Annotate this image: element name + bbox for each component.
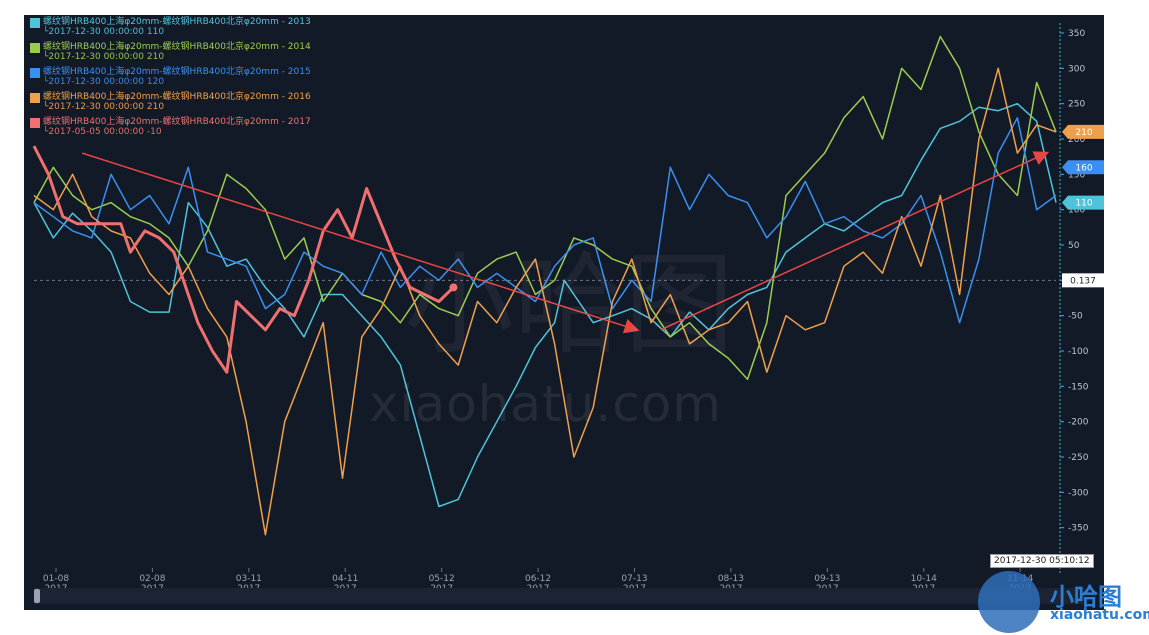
y-tick-label: 200	[1068, 135, 1085, 145]
crosshair-value-label: 0.137	[1070, 276, 1096, 286]
x-tick-label: 09-13	[814, 574, 840, 584]
x-tick-label: 08-13	[718, 574, 744, 584]
y-tick-label: 250	[1068, 100, 1085, 110]
y-tick-label: 350	[1068, 29, 1085, 39]
legend-item-2013[interactable]: 螺纹钢HRB400上海φ20mm-螺纹钢HRB400北京φ20mm - 2013…	[30, 17, 311, 42]
series-line-2016	[33, 67, 1057, 536]
series-line-2015	[33, 117, 1057, 324]
legend-item-2017[interactable]: 螺纹钢HRB400上海φ20mm-螺纹钢HRB400北京φ20mm - 2017…	[30, 117, 311, 142]
x-tick-label: 04-11	[332, 574, 358, 584]
x-tick-label: 06-12	[525, 574, 551, 584]
last-value-tag	[1062, 124, 1104, 139]
legend-item-2016[interactable]: 螺纹钢HRB400上海φ20mm-螺纹钢HRB400北京φ20mm - 2016…	[30, 92, 311, 117]
time-range-scroller[interactable]	[34, 588, 1084, 604]
y-tick-label: -250	[1068, 453, 1089, 463]
legend: 螺纹钢HRB400上海φ20mm-螺纹钢HRB400北京φ20mm - 2013…	[30, 17, 311, 142]
x-tick-label: 05-12	[429, 574, 455, 584]
legend-value-2017: └2017-05-05 00:00:00 -10	[43, 127, 162, 137]
y-tick-label: -200	[1068, 418, 1089, 428]
scroller-handle[interactable]	[34, 589, 40, 603]
trend-arrow	[81, 152, 640, 334]
last-value-tag	[1062, 160, 1104, 175]
brand: 小哈图 xiaohatu.com	[978, 571, 1149, 633]
x-tick-label: 03-11	[236, 574, 262, 584]
legend-value-2015: └2017-12-30 00:00:00 120	[43, 77, 165, 87]
last-value-tag-label: 160	[1075, 163, 1092, 173]
x-tick-label: 02-08	[139, 574, 165, 584]
shark-logo-icon	[978, 571, 1040, 633]
watermark-url: xiaohatu.com	[369, 375, 723, 433]
x-tick-label: 10-14	[911, 574, 937, 584]
crosshair-value-tag	[1062, 273, 1104, 288]
legend-name-2015: 螺纹钢HRB400上海φ20mm-螺纹钢HRB400北京φ20mm - 2015	[43, 67, 311, 77]
legend-item-2015[interactable]: 螺纹钢HRB400上海φ20mm-螺纹钢HRB400北京φ20mm - 2015…	[30, 67, 311, 92]
legend-name-2013: 螺纹钢HRB400上海φ20mm-螺纹钢HRB400北京φ20mm - 2013	[43, 17, 311, 27]
x-tick-label: 01-08	[43, 574, 69, 584]
legend-swatch-2015	[30, 68, 40, 78]
last-value-tag-label: 110	[1075, 199, 1092, 209]
legend-item-2014[interactable]: 螺纹钢HRB400上海φ20mm-螺纹钢HRB400北京φ20mm - 2014…	[30, 42, 311, 67]
legend-swatch-2016	[30, 93, 40, 103]
series-line-2017	[32, 145, 455, 374]
chart-panel: 350300250200150100500-50-100-150-200-250…	[24, 15, 1104, 610]
brand-title: 小哈图	[1050, 583, 1122, 611]
y-tick-label: -350	[1068, 524, 1089, 534]
brand-url: xiaohatu.com	[1050, 607, 1149, 623]
legend-value-2016: └2017-12-30 00:00:00 210	[43, 102, 165, 112]
y-tick-label: -50	[1068, 312, 1083, 322]
legend-swatch-2013	[30, 18, 40, 28]
x-tick-label: 07-13	[621, 574, 647, 584]
last-value-tag	[1062, 195, 1104, 210]
y-tick-label: -150	[1068, 382, 1089, 392]
legend-swatch-2017	[30, 118, 40, 128]
crosshair-date-label: 2017-12-30 05:10:12	[990, 554, 1094, 568]
y-tick-label: 150	[1068, 170, 1085, 180]
y-tick-label: 100	[1068, 206, 1085, 216]
y-tick-label: -300	[1068, 488, 1089, 498]
series-line-2013	[33, 102, 1057, 508]
legend-value-2013: └2017-12-30 00:00:00 110	[43, 27, 165, 37]
y-tick-label: -100	[1068, 347, 1089, 357]
legend-name-2014: 螺纹钢HRB400上海φ20mm-螺纹钢HRB400北京φ20mm - 2014	[43, 42, 311, 52]
series-2017-end-dot	[449, 283, 458, 292]
legend-name-2017: 螺纹钢HRB400上海φ20mm-螺纹钢HRB400北京φ20mm - 2017	[43, 117, 311, 127]
trend-arrow	[660, 151, 1050, 331]
legend-value-2014: └2017-12-30 00:00:00 210	[43, 52, 165, 62]
legend-name-2016: 螺纹钢HRB400上海φ20mm-螺纹钢HRB400北京φ20mm - 2016	[43, 92, 311, 102]
legend-swatch-2014	[30, 43, 40, 53]
y-tick-label: 300	[1068, 64, 1085, 74]
last-value-tag-label: 210	[1075, 128, 1092, 138]
y-tick-label: 50	[1068, 241, 1080, 251]
watermark-cn: 小哈图	[404, 241, 734, 369]
